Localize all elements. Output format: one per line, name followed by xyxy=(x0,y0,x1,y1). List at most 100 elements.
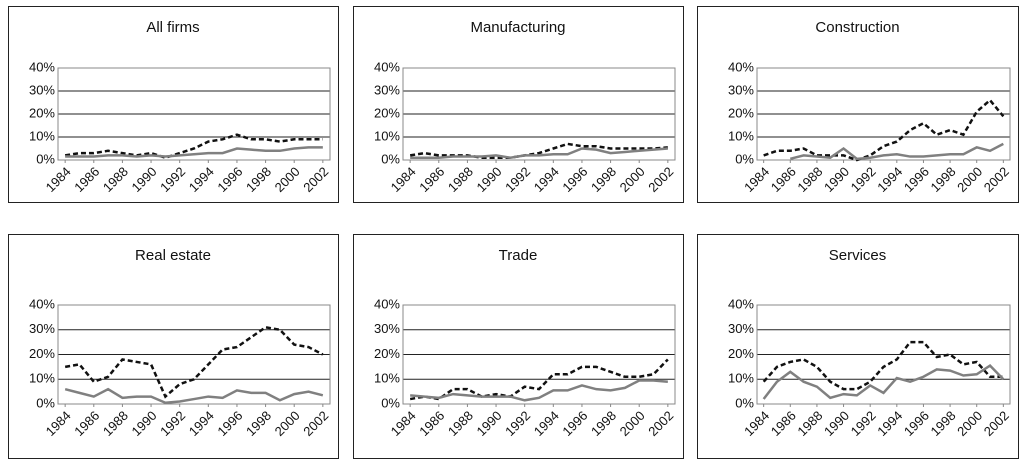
y-tick-label: 40% xyxy=(728,59,754,74)
panel-frame xyxy=(8,6,339,203)
y-tick-label: 30% xyxy=(728,321,754,336)
chart-title: Manufacturing xyxy=(470,19,565,36)
x-tick-label: 1986 xyxy=(768,164,799,195)
y-tick-label: 10% xyxy=(29,128,55,143)
x-tick-label: 1984 xyxy=(741,164,772,195)
x-tick-label: 1992 xyxy=(502,164,533,195)
x-tick-label: 1986 xyxy=(416,408,447,439)
y-tick-label: 30% xyxy=(29,321,55,336)
panel-frame xyxy=(697,6,1019,203)
x-tick-label: 2002 xyxy=(300,408,331,439)
y-tick-label: 20% xyxy=(374,346,400,361)
plot-frame xyxy=(756,67,1011,161)
plot-frame xyxy=(402,304,676,405)
y-tick-label: 30% xyxy=(374,82,400,97)
x-tick-label: 1988 xyxy=(445,164,476,195)
y-tick-label: 20% xyxy=(374,105,400,120)
x-tick-label: 1996 xyxy=(559,164,590,195)
y-tick-label: 0% xyxy=(735,151,754,166)
y-tick-label: 0% xyxy=(36,151,55,166)
x-tick-label: 1996 xyxy=(214,164,245,195)
x-tick-label: 1986 xyxy=(71,408,102,439)
x-tick-label: 2000 xyxy=(272,408,303,439)
x-tick-label: 1994 xyxy=(531,164,562,195)
x-tick-label: 2000 xyxy=(617,408,648,439)
chart-title: Trade xyxy=(499,247,538,264)
y-tick-label: 0% xyxy=(381,395,400,410)
series-line xyxy=(64,325,324,399)
y-tick-label: 0% xyxy=(381,151,400,166)
series-line xyxy=(410,379,668,402)
y-tick-label: 10% xyxy=(728,371,754,386)
x-tick-label: 2000 xyxy=(617,164,648,195)
x-tick-label: 2002 xyxy=(981,408,1012,439)
x-tick-label: 1988 xyxy=(100,408,131,439)
series-line xyxy=(410,147,668,159)
x-tick-label: 1998 xyxy=(243,164,274,195)
x-tick-label: 1984 xyxy=(741,408,772,439)
x-tick-label: 1984 xyxy=(43,164,74,195)
x-tick-label: 1998 xyxy=(928,408,959,439)
y-tick-label: 20% xyxy=(728,346,754,361)
x-tick-label: 1988 xyxy=(794,408,825,439)
plot-frame xyxy=(57,304,331,405)
x-tick-label: 1994 xyxy=(874,164,905,195)
x-tick-label: 1996 xyxy=(901,164,932,195)
x-tick-label: 1996 xyxy=(901,408,932,439)
x-tick-label: 1988 xyxy=(794,164,825,195)
y-tick-label: 20% xyxy=(29,346,55,361)
y-tick-label: 20% xyxy=(728,105,754,120)
series-line xyxy=(763,98,1005,162)
y-tick-label: 30% xyxy=(29,82,55,97)
series-line xyxy=(762,340,1004,391)
y-tick-label: 40% xyxy=(374,59,400,74)
y-tick-label: 10% xyxy=(728,128,754,143)
x-tick-label: 2000 xyxy=(954,164,985,195)
y-tick-label: 0% xyxy=(735,395,754,410)
x-tick-label: 2002 xyxy=(981,164,1012,195)
series-line xyxy=(789,142,1004,161)
y-tick-label: 10% xyxy=(374,128,400,143)
x-tick-label: 1986 xyxy=(416,164,447,195)
x-tick-label: 1998 xyxy=(588,164,619,195)
series-line xyxy=(64,387,324,405)
x-tick-label: 1988 xyxy=(100,164,131,195)
panel: Real estate0%10%20%30%40%198419861988199… xyxy=(8,234,339,459)
x-tick-label: 1996 xyxy=(559,408,590,439)
y-tick-label: 0% xyxy=(36,395,55,410)
y-tick-label: 40% xyxy=(29,296,55,311)
x-tick-label: 1990 xyxy=(129,408,160,439)
x-tick-label: 1984 xyxy=(43,408,74,439)
panel: Trade0%10%20%30%40%198419861988199019921… xyxy=(353,234,684,459)
plot-frame xyxy=(402,67,676,161)
series-line xyxy=(409,358,669,401)
panel-frame xyxy=(353,6,684,203)
x-tick-label: 2000 xyxy=(272,164,303,195)
x-tick-label: 1988 xyxy=(445,408,476,439)
x-tick-label: 1994 xyxy=(874,408,905,439)
chart-title: Construction xyxy=(815,19,899,36)
x-tick-label: 1992 xyxy=(157,164,188,195)
x-tick-label: 1990 xyxy=(821,408,852,439)
x-tick-label: 1998 xyxy=(243,408,274,439)
x-tick-label: 1992 xyxy=(848,164,879,195)
x-tick-label: 2002 xyxy=(645,408,676,439)
x-tick-label: 1984 xyxy=(388,164,419,195)
panel: All firms0%10%20%30%40%19841986198819901… xyxy=(8,6,339,203)
x-tick-label: 1986 xyxy=(768,408,799,439)
x-tick-label: 1984 xyxy=(388,408,419,439)
y-tick-label: 40% xyxy=(374,296,400,311)
x-tick-label: 1992 xyxy=(502,408,533,439)
x-tick-label: 1998 xyxy=(588,408,619,439)
y-tick-label: 20% xyxy=(29,105,55,120)
chart-title: Real estate xyxy=(135,247,211,264)
series-line xyxy=(65,146,323,158)
y-tick-label: 30% xyxy=(728,82,754,97)
y-tick-label: 40% xyxy=(728,296,754,311)
series-line xyxy=(762,364,1005,400)
x-tick-label: 1994 xyxy=(531,408,562,439)
y-tick-label: 10% xyxy=(374,371,400,386)
panel: Services0%10%20%30%40%198419861988199019… xyxy=(697,234,1019,459)
